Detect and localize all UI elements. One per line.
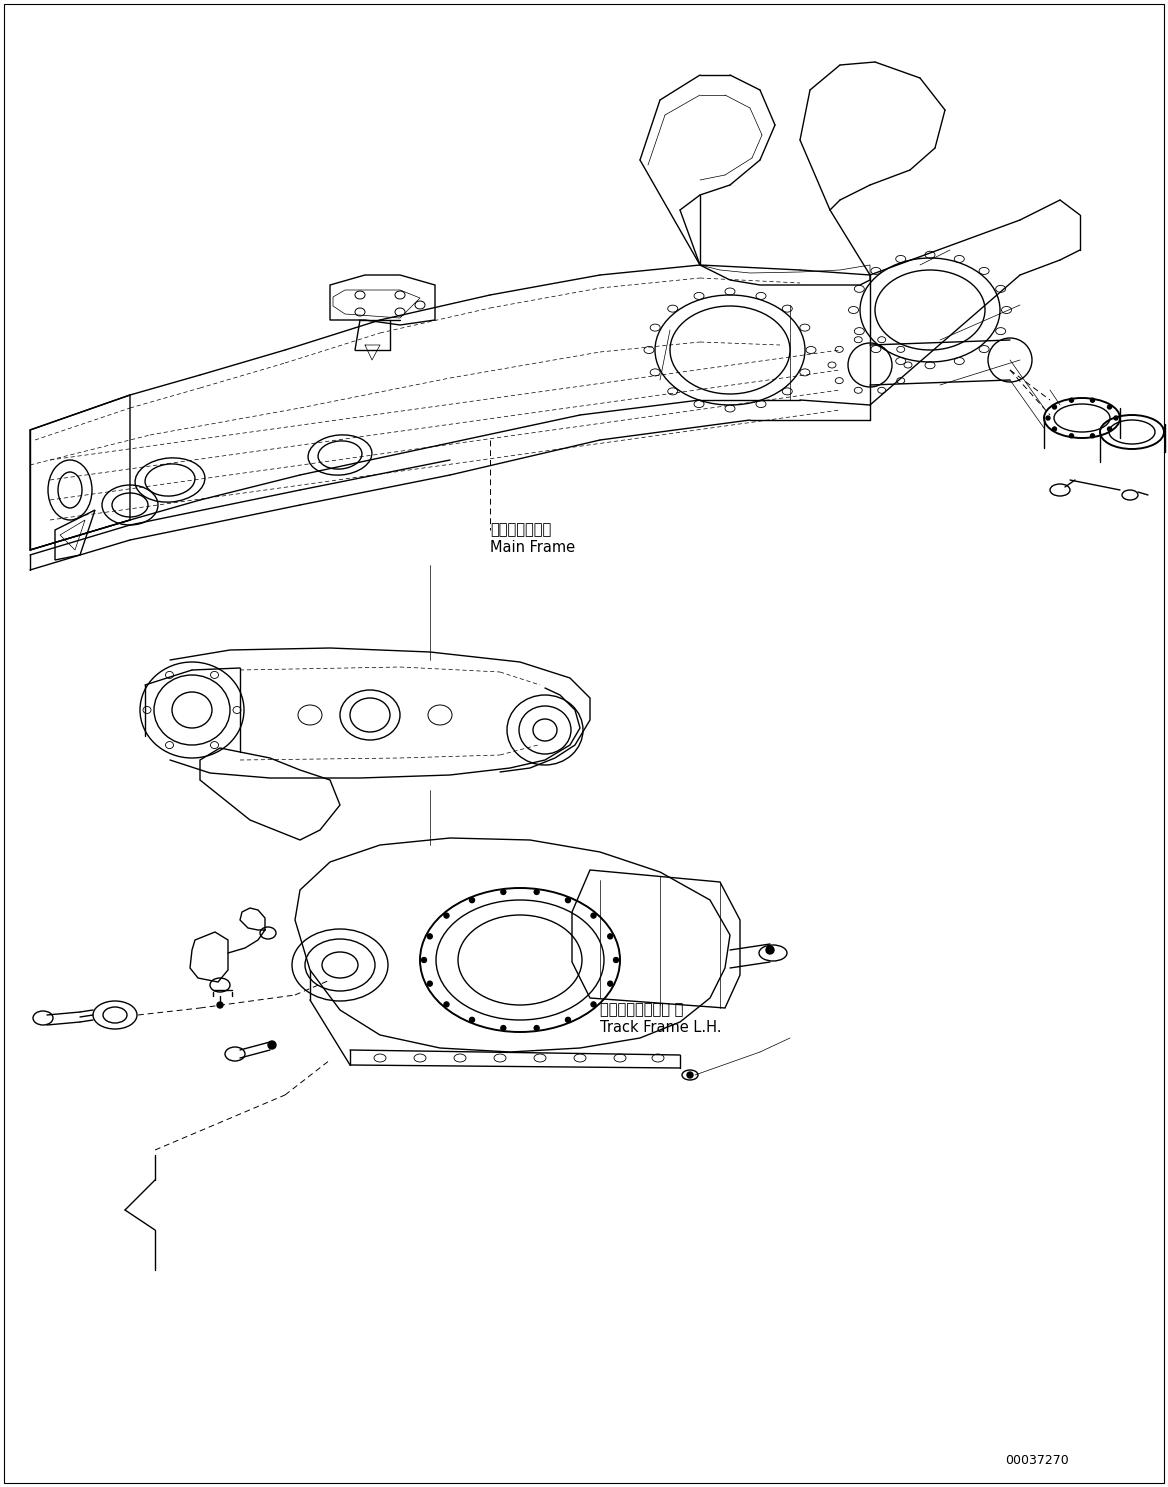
Circle shape	[591, 1002, 596, 1007]
Circle shape	[565, 898, 570, 903]
Text: 00037270: 00037270	[1004, 1453, 1069, 1466]
Text: トラックフレーム 左: トラックフレーム 左	[600, 1002, 683, 1017]
Circle shape	[1091, 434, 1094, 437]
Circle shape	[534, 889, 540, 894]
Circle shape	[444, 913, 449, 917]
Circle shape	[470, 1017, 474, 1023]
Circle shape	[427, 981, 432, 986]
Circle shape	[501, 889, 506, 894]
Circle shape	[613, 958, 619, 962]
Circle shape	[501, 1026, 506, 1030]
Circle shape	[1052, 404, 1057, 409]
Circle shape	[217, 1002, 223, 1008]
Circle shape	[1091, 399, 1094, 401]
Text: メインフレーム: メインフレーム	[491, 522, 551, 537]
Circle shape	[1047, 416, 1050, 419]
Circle shape	[607, 981, 613, 986]
Text: Track Frame L.H.: Track Frame L.H.	[600, 1020, 722, 1035]
Circle shape	[687, 1072, 693, 1078]
Circle shape	[427, 934, 432, 938]
Circle shape	[591, 913, 596, 917]
Circle shape	[1052, 427, 1057, 431]
Circle shape	[534, 1026, 540, 1030]
Circle shape	[444, 1002, 449, 1007]
Circle shape	[470, 898, 474, 903]
Circle shape	[267, 1041, 276, 1048]
Circle shape	[565, 1017, 570, 1023]
Circle shape	[1107, 404, 1112, 409]
Circle shape	[766, 946, 774, 955]
Circle shape	[1070, 399, 1073, 401]
Circle shape	[1107, 427, 1112, 431]
Circle shape	[1114, 416, 1118, 419]
Circle shape	[422, 958, 426, 962]
Text: Main Frame: Main Frame	[491, 540, 575, 556]
Circle shape	[607, 934, 613, 938]
Circle shape	[1070, 434, 1073, 437]
